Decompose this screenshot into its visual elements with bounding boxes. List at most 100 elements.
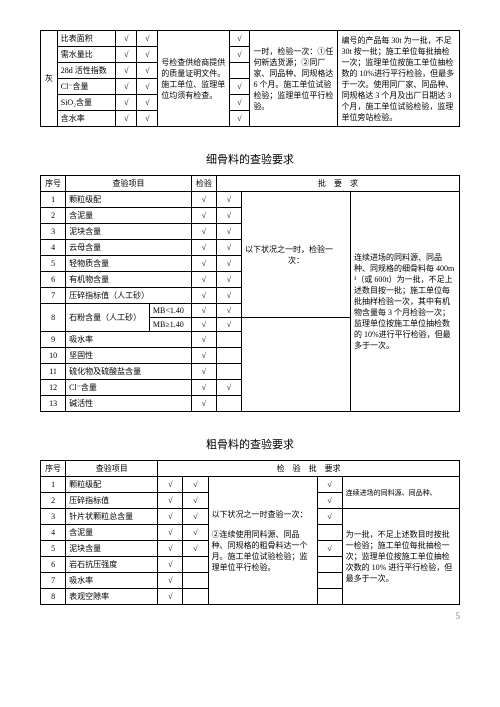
cell: √ (191, 304, 216, 318)
cell: √ (216, 224, 241, 240)
cell-text: 以下状况之一时查验一次： (212, 509, 314, 520)
cell (317, 557, 342, 573)
table-coarse-aggregate: 序号 查验项目 检 验 批 要求 1 颗粒级配 √ √ 以下状况之一时查验一次：… (40, 460, 460, 605)
cell: 28d 活性指数 (57, 63, 116, 79)
section-title-coarse: 粗骨料的查验要求 (40, 436, 460, 452)
cell: √ (137, 95, 158, 111)
cell: √ (158, 541, 183, 557)
cell: 泥块含量 (66, 541, 158, 557)
cell: √ (216, 272, 241, 288)
cell: 需水量比 (57, 47, 116, 63)
cell (216, 396, 241, 412)
cell: 9 (41, 332, 66, 348)
header-cell: 检验 (191, 176, 216, 192)
cell: 7 (41, 573, 66, 589)
cell-text: ②连续使用同料源、同品种、同规格的粗骨料达一个月。施工单位试验检验；监理单位平行… (212, 529, 314, 573)
cell: MB<1.40 (149, 304, 191, 318)
cell: 比表面积 (57, 31, 116, 47)
cell: 含泥量 (66, 525, 158, 541)
cell: 6 (41, 272, 66, 288)
cell: 吸水率 (66, 332, 192, 348)
cell: √ (137, 79, 158, 95)
cell (317, 525, 342, 541)
cell: √ (158, 557, 183, 573)
cell (216, 348, 241, 364)
cell: 为一批，不足上述数目时按批一检验；施工单位每批抽检一次；监理单位按施工单位抽检次… (342, 509, 459, 605)
table-header-row: 序号 查验项目 检验 批 要 求 (41, 176, 460, 192)
cell (317, 573, 342, 589)
cell: √ (191, 348, 216, 364)
cell: 压碎指标值 (66, 493, 158, 509)
cell: √ (116, 31, 137, 47)
cell: √ (317, 541, 342, 557)
cell: 岩石抗压强度 (66, 557, 158, 573)
cell: SiO₂含量 (57, 95, 116, 111)
cell (216, 332, 241, 348)
cell: √ (191, 288, 216, 304)
cell: √ (216, 318, 241, 332)
cell: √ (158, 525, 183, 541)
cell: 连续进场的同料源、同品种、同规格的细骨料每 400m³（或 600t）为一批，不… (351, 192, 460, 412)
header-cell: 序号 (41, 176, 66, 192)
cell: √ (191, 192, 216, 208)
cell: 针片状颗粒总含量 (66, 509, 158, 525)
cell: 含泥量 (66, 208, 192, 224)
cell: √ (216, 208, 241, 224)
section-title-fine: 细骨料的查验要求 (40, 151, 460, 167)
cell: MB≥1.40 (149, 318, 191, 332)
table-top: 灰 比表面积 √ √ 号检查供给商提供的质量证明文件。施工单位、监理单位均须有检… (40, 30, 460, 127)
cell: √ (216, 240, 241, 256)
cell (183, 557, 208, 573)
cell: √ (116, 95, 137, 111)
cell: √ (216, 192, 241, 208)
cell: √ (183, 477, 208, 493)
cell: 吸水率 (66, 573, 158, 589)
cell: 有机物含量 (66, 272, 192, 288)
cell: √ (191, 318, 216, 332)
cell: √ (158, 589, 183, 605)
cell: 碱活性 (66, 396, 192, 412)
cell: 4 (41, 525, 66, 541)
cell: √ (229, 31, 250, 47)
cell: √ (158, 573, 183, 589)
header-cell: 序号 (41, 461, 66, 477)
cell: √ (191, 272, 216, 288)
cell (183, 589, 208, 605)
header-cell: 查验项目 (66, 461, 158, 477)
cell: 以下状况之一时，检验一 次： (242, 192, 351, 318)
cell: √ (158, 477, 183, 493)
cell: √ (183, 541, 208, 557)
cell: √ (137, 63, 158, 79)
cell: 轻物质含量 (66, 256, 192, 272)
cell: 压碎指标值（人工砂） (66, 288, 192, 304)
cell: 3 (41, 509, 66, 525)
cell: 6 (41, 557, 66, 573)
table-row: 1 颗粒级配 √ √ 以下状况之一时查验一次： ②连续使用同料源、同品种、同规格… (41, 477, 460, 493)
cell (242, 318, 351, 412)
cell: 1 (41, 477, 66, 493)
cell: √ (216, 380, 241, 396)
cell: √ (229, 79, 250, 95)
page-number: 5 (40, 611, 460, 621)
cell: 8 (41, 304, 66, 332)
cell-text: 次： (245, 255, 347, 266)
cell: 含水率 (57, 111, 116, 127)
cell: Cl⁻含量 (66, 380, 192, 396)
header-cell: 查验项目 (66, 176, 192, 192)
cell: 泥块含量 (66, 224, 192, 240)
table-header-row: 序号 查验项目 检 验 批 要求 (41, 461, 460, 477)
cell: 1 (41, 192, 66, 208)
cell: 8 (41, 589, 66, 605)
cell (229, 63, 250, 79)
cell: √ (137, 111, 158, 127)
cell: √ (317, 493, 342, 509)
cell: √ (158, 493, 183, 509)
cell: 颗粒级配 (66, 477, 158, 493)
cell: 颗粒级配 (66, 192, 192, 208)
cell: 石粉含量（人工砂） (66, 304, 150, 332)
cell: 2 (41, 493, 66, 509)
cell: √ (191, 364, 216, 380)
cell: √ (183, 525, 208, 541)
cell: 5 (41, 256, 66, 272)
cell: √ (116, 63, 137, 79)
